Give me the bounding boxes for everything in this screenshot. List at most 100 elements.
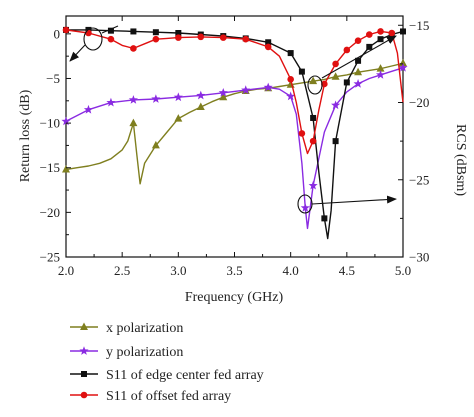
y-tick-label-0: 0 (54, 26, 61, 41)
series-2-point-13 (321, 215, 328, 222)
x-tick-label-2: 3.0 (170, 263, 186, 278)
series-1-point-11 (300, 203, 310, 212)
x-tick-label-5: 4.5 (339, 263, 355, 278)
y2-tick-label-1: −20 (409, 95, 429, 110)
series-1-point-0 (61, 116, 71, 126)
series-3-point-11 (298, 130, 306, 137)
x-axis-title: Frequency (GHz) (185, 290, 284, 305)
legend-marker-3 (80, 391, 88, 399)
series-0-point-2 (151, 140, 160, 149)
series-3-point-6 (197, 33, 205, 41)
series-1-point-16 (398, 62, 408, 72)
series-0-point-13 (399, 58, 407, 67)
series-0-point-9 (309, 76, 318, 85)
annotation-arrow-bottom (311, 195, 397, 205)
series-1-point-12 (308, 180, 318, 190)
series-0 (62, 58, 407, 185)
series-1-point-5 (173, 92, 183, 102)
series-2-point-2 (107, 27, 114, 34)
series-3-point-14 (332, 60, 339, 68)
y2-tick-label-3: −30 (409, 250, 429, 265)
legend-item-2: S11 of edge center fed array (70, 368, 264, 383)
series-3-point-16 (354, 37, 362, 45)
series-3 (62, 26, 404, 155)
series-3-point-18 (377, 28, 384, 35)
series-layer (61, 26, 408, 240)
series-1-point-7 (218, 87, 228, 97)
y-axis-title: Return loss (dB) (18, 89, 33, 182)
legend-label-2: S11 of edge center fed array (106, 368, 264, 383)
annotation-arrow-left-right (101, 25, 119, 34)
series-3-point-17 (366, 31, 373, 38)
series-2 (63, 26, 406, 240)
series-0-point-1 (129, 118, 138, 127)
series-1-point-15 (375, 70, 386, 79)
series-3-point-0 (62, 26, 70, 34)
legend-marker-1 (79, 346, 89, 355)
series-3-point-7 (219, 34, 227, 41)
legend-label-0: x polarization (106, 321, 183, 336)
y2-tick-label-0: −15 (409, 18, 429, 33)
series-2-point-5 (175, 29, 182, 36)
series-2-point-12 (310, 114, 317, 121)
series-2-point-17 (366, 43, 373, 50)
legend-marker-0 (80, 322, 88, 330)
series-3-point-5 (175, 34, 182, 41)
series-2-point-14 (332, 138, 339, 145)
series-0-point-3 (174, 114, 183, 122)
series-2-point-10 (287, 50, 294, 57)
series-1-point-14 (353, 79, 363, 88)
y-tick-label-2: −10 (40, 116, 60, 131)
series-3-point-9 (264, 43, 272, 51)
series-1-point-4 (151, 94, 161, 103)
series-1-point-6 (196, 90, 206, 100)
series-2-point-11 (298, 68, 305, 75)
series-3-point-10 (287, 76, 294, 83)
series-0-point-0 (62, 165, 70, 173)
y-tick-label-4: −20 (40, 205, 60, 220)
series-3-point-1 (85, 29, 92, 37)
x-tick-label-4: 4.0 (283, 263, 299, 278)
series-1-point-2 (106, 97, 116, 107)
annotation-circle-right (307, 75, 323, 95)
series-0-point-10 (331, 72, 340, 80)
series-line-1 (65, 67, 404, 230)
y2-axis-title: RCS (dBsm) (453, 124, 468, 196)
series-2-point-3 (130, 28, 137, 35)
series-0-point-5 (219, 92, 228, 101)
series-3-point-2 (107, 35, 115, 43)
legend-label-3: S11 of offset fed array (106, 389, 231, 404)
x-tick-label-1: 2.5 (114, 263, 130, 278)
legend-item-0: x polarization (70, 321, 183, 336)
annotation-arrow-left (69, 44, 86, 62)
series-3-point-12 (309, 137, 317, 145)
x-tick-label-3: 3.5 (226, 263, 242, 278)
series-1-point-1 (83, 104, 94, 114)
annotations (69, 25, 397, 214)
series-2-point-4 (152, 29, 159, 36)
axes-layer: 2.0 2.5 3.0 3.5 4.0 4.5 5.0 0 −5 −10 −15 −20 −25 −15 −… (40, 16, 429, 278)
series-0-point-11 (354, 67, 363, 76)
legend-marker-2 (81, 371, 87, 377)
y-tick-label-5: −25 (40, 250, 60, 265)
y-tick-label-1: −5 (46, 71, 60, 86)
annotation-circle-left (83, 27, 103, 51)
x-tick-label-0: 2.0 (58, 263, 74, 278)
legend-item-1: y polarization (70, 345, 183, 360)
series-2-point-16 (355, 57, 362, 64)
series-3-point-19 (388, 29, 396, 37)
y2-tick-label-2: −25 (409, 172, 429, 187)
series-3-point-3 (130, 45, 137, 52)
series-line-0 (65, 62, 404, 185)
y-tick-label-3: −15 (40, 160, 60, 175)
series-0-point-4 (196, 102, 205, 111)
x-tick-label-6: 5.0 (395, 263, 411, 278)
series-1-point-10 (286, 91, 296, 101)
series-3-point-13 (321, 80, 328, 88)
series-1-point-9 (263, 82, 273, 92)
series-1-point-13 (331, 100, 341, 110)
series-2-point-20 (400, 28, 406, 35)
series-3-point-4 (152, 35, 160, 43)
series-2-point-9 (265, 39, 272, 46)
series-3-point-8 (242, 35, 250, 43)
